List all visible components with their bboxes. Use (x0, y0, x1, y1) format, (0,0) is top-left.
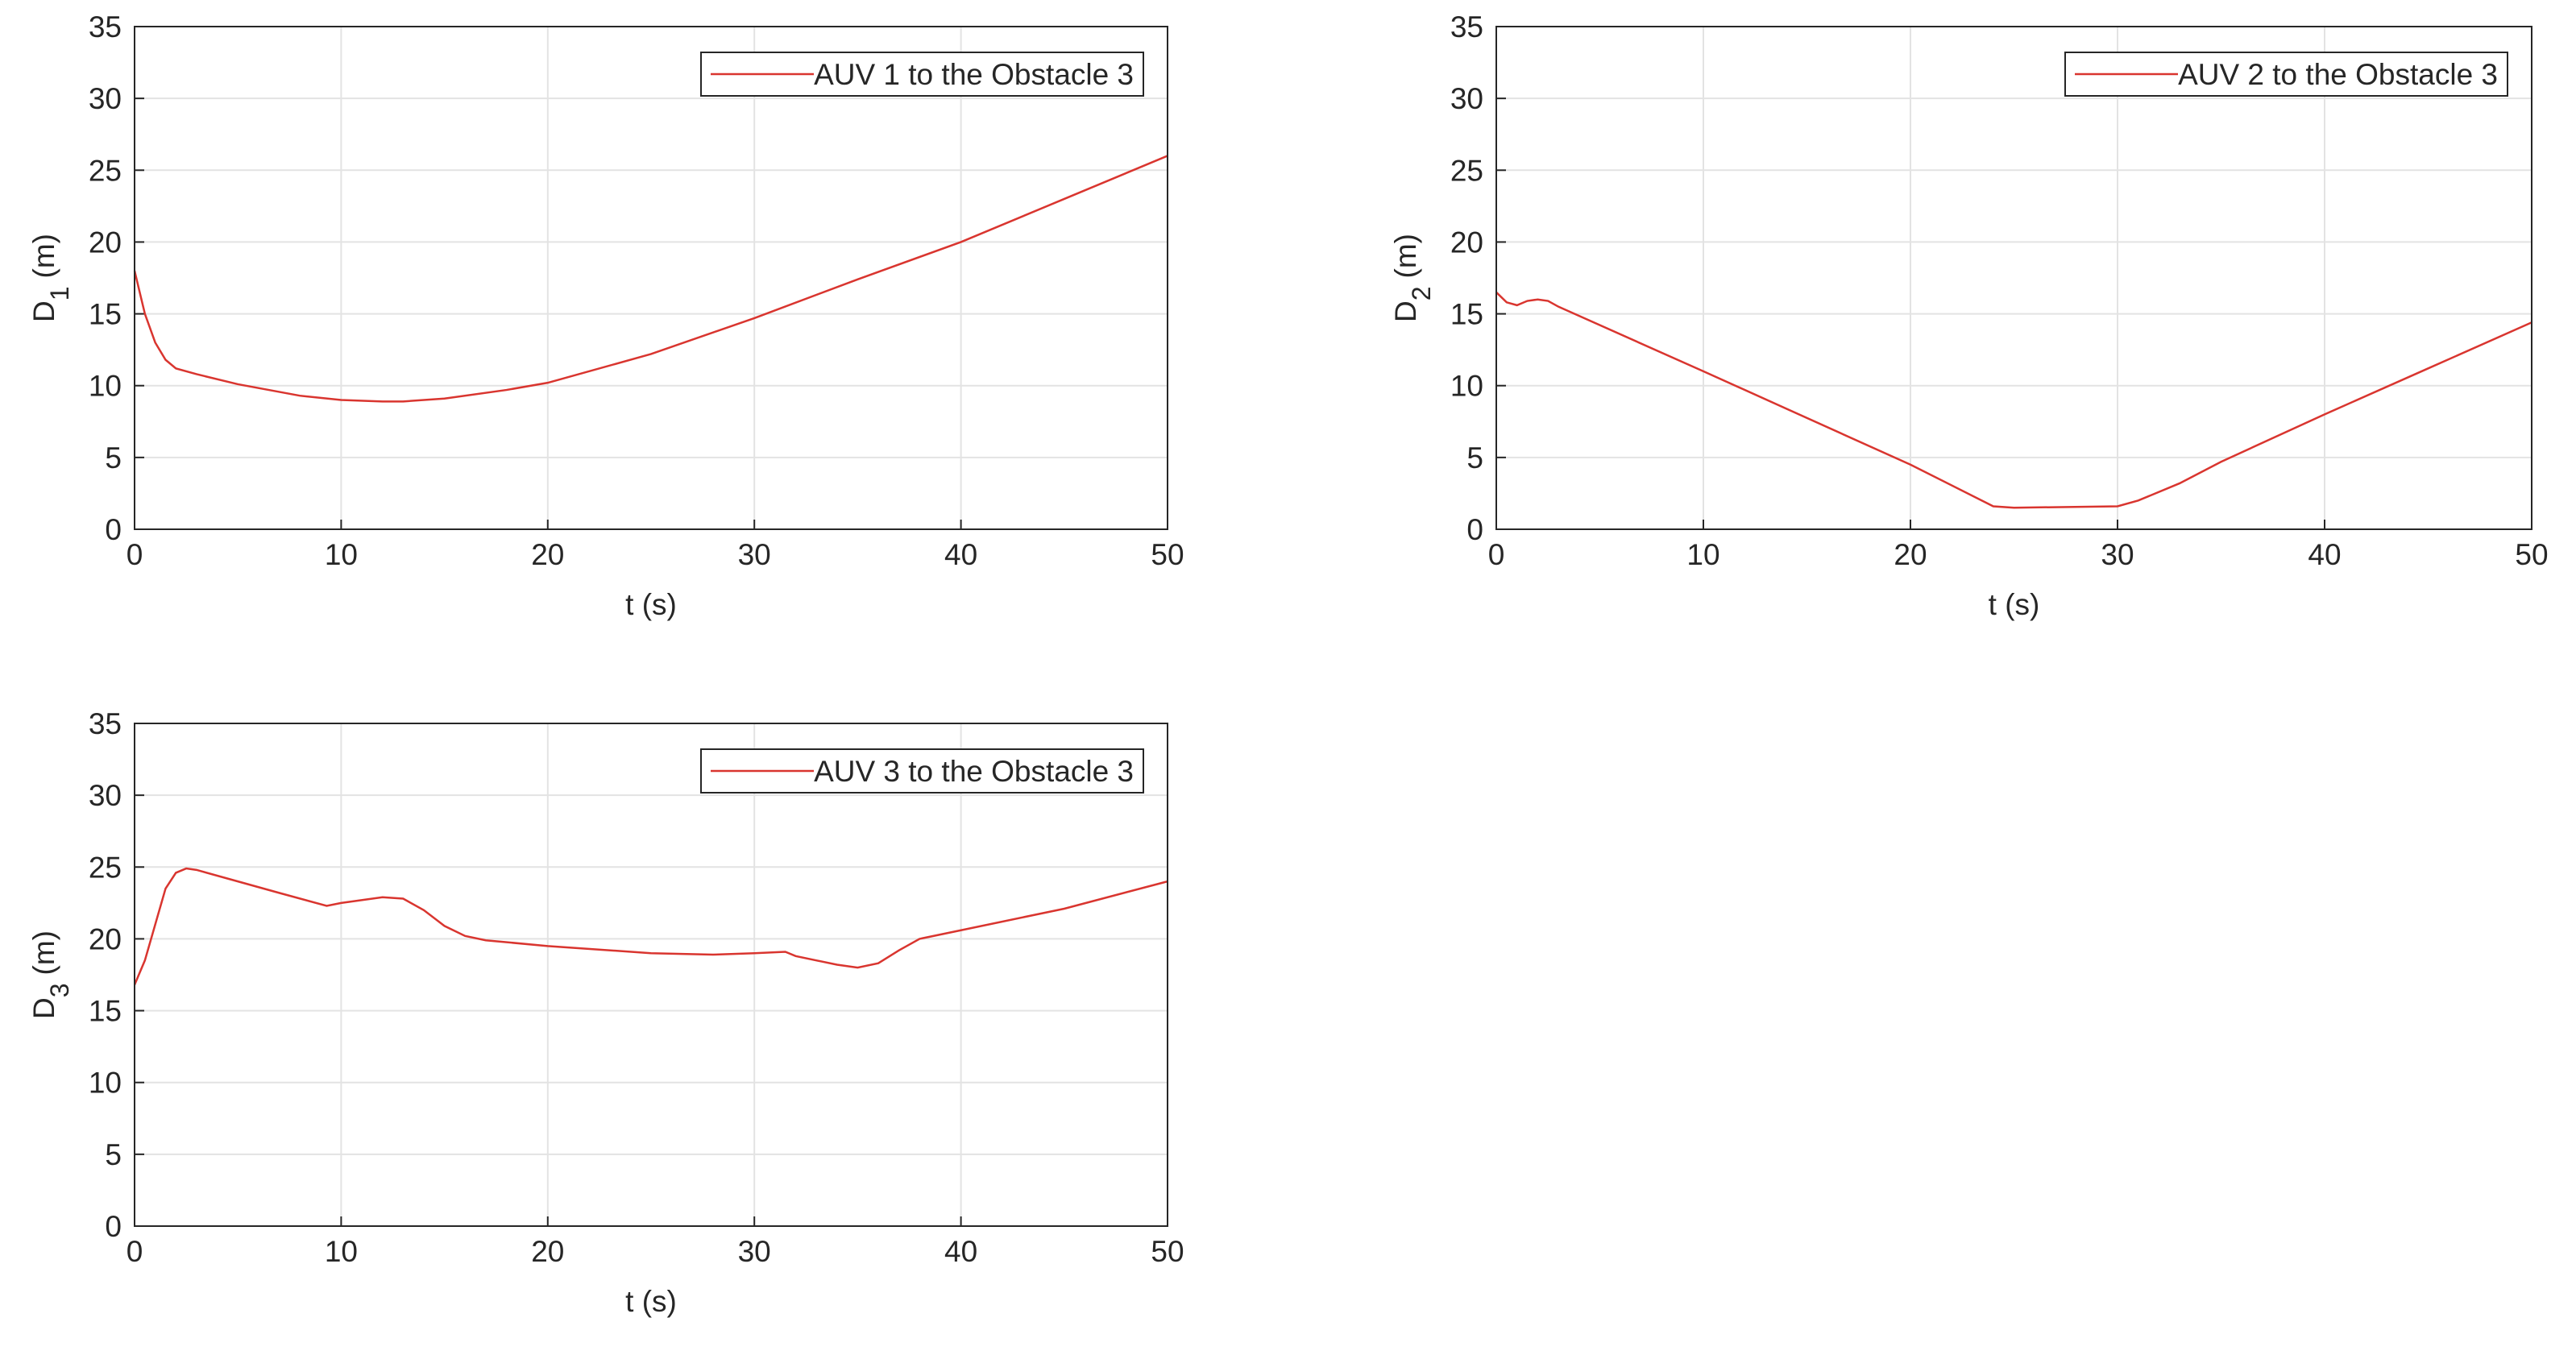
y-tick-label: 20 (1450, 226, 1483, 259)
y-tick-label: 30 (1450, 82, 1483, 115)
y-axis-label: D3 (m) (27, 930, 74, 1019)
y-tick-label: 25 (1450, 154, 1483, 187)
axes-box (134, 26, 1168, 530)
data-line (1495, 291, 2532, 509)
x-axis-label: t (s) (625, 588, 677, 621)
y-tick-label: 25 (89, 851, 122, 884)
axes-box (134, 723, 1168, 1227)
x-tick-label: 0 (127, 1235, 143, 1268)
x-tick-label: 0 (1488, 538, 1505, 571)
y-tick-label: 15 (1450, 298, 1483, 331)
x-tick-label: 10 (325, 538, 358, 571)
y-tick-label: 0 (105, 1210, 122, 1243)
x-tick-label: 20 (1894, 538, 1927, 571)
y-tick-label: 10 (89, 370, 122, 403)
legend: AUV 2 to the Obstacle 3 (2064, 52, 2508, 97)
legend: AUV 1 to the Obstacle 3 (700, 52, 1144, 97)
x-tick-label: 50 (1151, 538, 1184, 571)
data-line (133, 867, 1168, 985)
y-tick-label: 35 (1450, 10, 1483, 44)
x-tick-label: 0 (127, 538, 143, 571)
x-tick-label: 50 (2515, 538, 2548, 571)
legend-label: AUV 3 to the Obstacle 3 (814, 755, 1134, 788)
y-tick-label: 0 (105, 513, 122, 546)
x-tick-label: 30 (2101, 538, 2134, 571)
x-tick-label: 50 (1151, 1235, 1184, 1268)
chart-panel: 0 10 20 30 40 50 0 5 10 15 20 25 30 35 t (s) D2 (m) AUV 2… (1389, 10, 2549, 621)
x-tick-label: 40 (944, 1235, 977, 1268)
legend-label: AUV 1 to the Obstacle 3 (814, 58, 1134, 91)
x-tick-label: 40 (2308, 538, 2341, 571)
x-axis-label: t (s) (1989, 588, 2040, 621)
x-tick-label: 10 (325, 1235, 358, 1268)
x-tick-label: 30 (738, 538, 771, 571)
y-label-text: D (27, 300, 60, 322)
y-tick-label: 30 (89, 779, 122, 812)
y-tick-label: 25 (89, 154, 122, 187)
plot-area (135, 723, 1168, 1226)
x-tick-label: 10 (1686, 538, 1719, 571)
axes-box (1495, 26, 2532, 530)
y-tick-label: 15 (89, 298, 122, 331)
y-axis-label: D2 (m) (1389, 234, 1436, 322)
y-tick-label: 0 (1466, 513, 1483, 546)
chart-panel: 0 10 20 30 40 50 0 5 10 15 20 25 30 35 t (s) D3 (m) AUV 3… (27, 707, 1184, 1318)
chart-panel: 0 10 20 30 40 50 0 5 10 15 20 25 30 35 t (s) D1 (m) AUV 1… (27, 10, 1184, 621)
y-tick-label: 20 (89, 922, 122, 955)
x-tick-label: 20 (531, 538, 564, 571)
x-tick-label: 20 (531, 1235, 564, 1268)
y-tick-label: 35 (89, 707, 122, 740)
y-label-subscript: 1 (45, 286, 74, 300)
y-tick-label: 35 (89, 10, 122, 44)
y-label-unit: (m) (27, 930, 60, 975)
y-tick-label: 5 (105, 441, 122, 474)
legend-label: AUV 2 to the Obstacle 3 (2178, 58, 2498, 91)
plot-area (135, 27, 1168, 529)
y-tick-label: 20 (89, 226, 122, 259)
y-tick-label: 15 (89, 995, 122, 1028)
plot-area (1496, 27, 2532, 529)
y-tick-label: 10 (89, 1067, 122, 1100)
y-tick-label: 30 (89, 82, 122, 115)
y-label-text: D (1389, 300, 1422, 322)
x-tick-label: 30 (738, 1235, 771, 1268)
y-axis-label: D1 (m) (27, 234, 74, 322)
legend: AUV 3 to the Obstacle 3 (700, 748, 1144, 794)
y-tick-label: 10 (1450, 370, 1483, 403)
y-tick-label: 5 (105, 1138, 122, 1171)
data-line (133, 155, 1168, 403)
y-label-unit: (m) (27, 234, 60, 278)
y-label-subscript: 2 (1407, 286, 1436, 300)
x-axis-label: t (s) (625, 1285, 677, 1318)
y-label-subscript: 3 (45, 983, 74, 997)
x-tick-label: 40 (944, 538, 977, 571)
y-tick-label: 5 (1466, 441, 1483, 474)
y-label-unit: (m) (1389, 234, 1422, 278)
y-label-text: D (27, 997, 60, 1019)
